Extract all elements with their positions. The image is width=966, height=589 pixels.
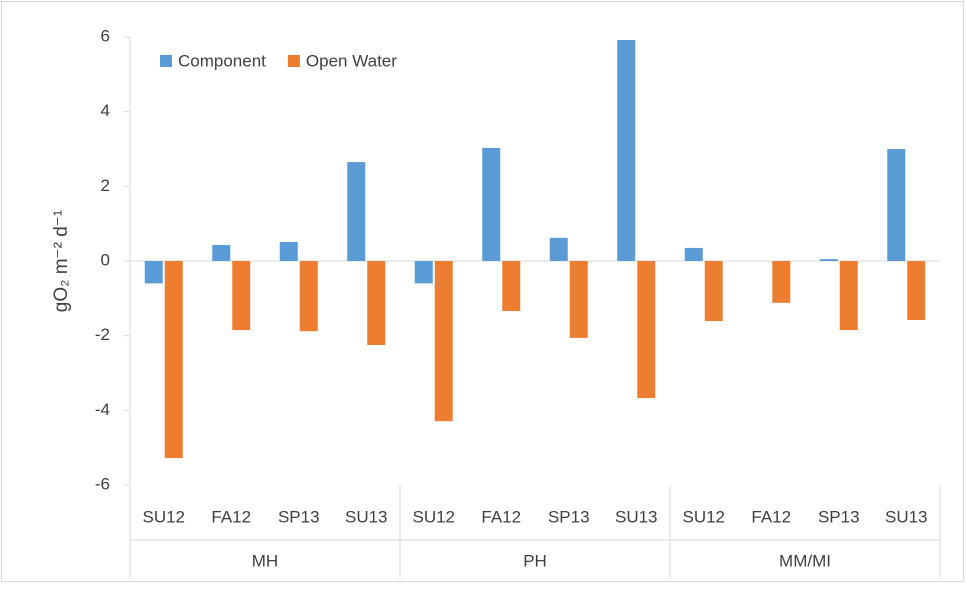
bar	[164, 261, 183, 459]
y-tick-label: 0	[101, 250, 110, 269]
bar	[839, 261, 858, 331]
bar	[212, 244, 231, 261]
y-tick-label: 4	[101, 101, 110, 120]
y-tick-label: 2	[101, 176, 110, 195]
group-label: MM/MI	[779, 551, 831, 570]
x-tick-label: SU13	[345, 507, 388, 526]
x-tick-label: SP13	[278, 507, 320, 526]
bar	[414, 261, 433, 284]
bar	[502, 261, 521, 312]
bar	[907, 261, 926, 320]
bar	[299, 261, 318, 332]
bar	[549, 237, 568, 261]
y-tick-label: 6	[101, 26, 110, 45]
bar	[569, 261, 588, 338]
bar	[684, 247, 703, 261]
x-tick-label: SP13	[818, 507, 860, 526]
bar	[819, 259, 838, 261]
x-tick-label: FA12	[211, 507, 251, 526]
legend-swatch	[160, 55, 172, 67]
bar	[887, 149, 906, 261]
legend-label: Component	[178, 51, 266, 70]
y-tick-label: -2	[95, 325, 110, 344]
x-tick-label: SU12	[682, 507, 725, 526]
bar	[367, 261, 386, 345]
legend-label: Open Water	[306, 51, 397, 70]
x-tick-label: SP13	[548, 507, 590, 526]
x-tick-label: SU12	[142, 507, 185, 526]
group-label: PH	[523, 551, 547, 570]
legend-swatch	[287, 55, 300, 67]
x-tick-label: FA12	[751, 507, 791, 526]
bar	[482, 147, 501, 261]
x-tick-label: SU13	[885, 507, 928, 526]
bar	[232, 261, 251, 331]
bar	[434, 261, 453, 422]
y-tick-label: -6	[95, 474, 110, 493]
bar	[144, 261, 163, 284]
y-axis-label: gO₂ m⁻² d⁻¹	[51, 210, 72, 312]
x-tick-label: FA12	[481, 507, 521, 526]
bar	[279, 241, 298, 261]
bar	[617, 39, 636, 262]
bar	[347, 162, 366, 261]
x-tick-label: SU12	[412, 507, 455, 526]
bar	[704, 261, 723, 322]
x-tick-label: SU13	[615, 507, 658, 526]
group-label: MH	[252, 551, 278, 570]
bar	[772, 261, 791, 303]
bar	[637, 261, 656, 399]
y-tick-label: -4	[95, 400, 110, 419]
